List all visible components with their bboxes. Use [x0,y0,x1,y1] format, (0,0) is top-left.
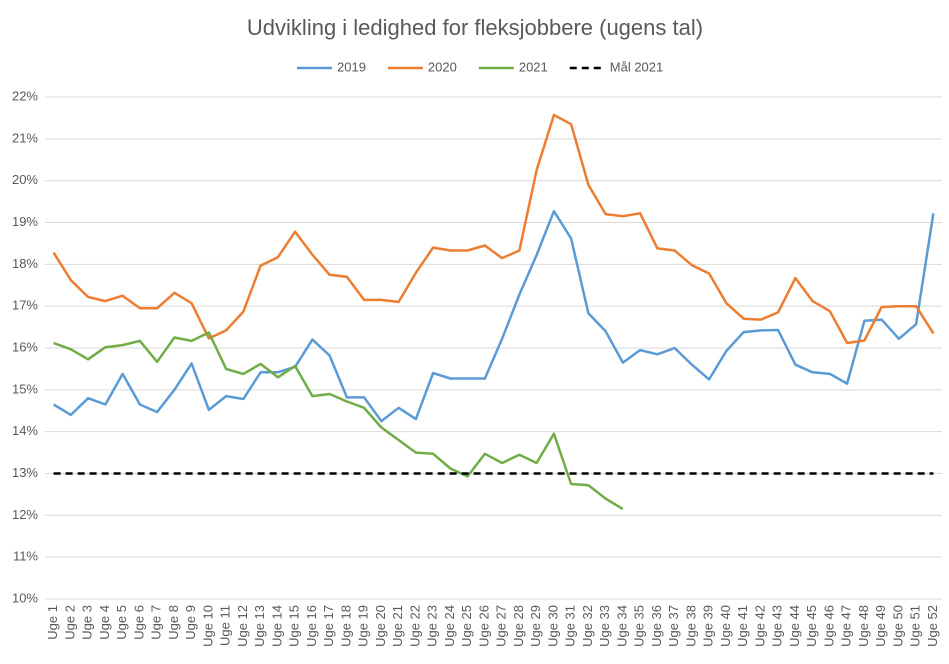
x-tick-label: Uge 42 [752,605,767,647]
x-tick-label: Uge 28 [511,605,526,647]
y-tick-label: 15% [12,381,38,396]
x-tick-label: Uge 24 [442,605,457,647]
x-tick-label: Uge 8 [166,605,181,640]
x-tick-label: Uge 20 [373,605,388,647]
x-tick-label: Uge 34 [614,605,629,647]
legend-label: Mål 2021 [610,59,663,74]
x-tick-label: Uge 44 [787,605,802,647]
x-tick-label: Uge 35 [632,605,647,647]
x-tick-label: Uge 2 [62,605,77,640]
series-line [52,113,935,345]
x-tick-label: Uge 51 [908,605,923,647]
chart-title: Udvikling i ledighed for fleksjobbere (u… [247,15,703,40]
x-tick-label: Uge 30 [545,605,560,647]
x-tick-label: Uge 39 [701,605,716,647]
x-tick-label: Uge 16 [304,605,319,647]
legend-label: 2019 [337,59,366,74]
x-tick-label: Uge 29 [528,605,543,647]
x-tick-label: Uge 33 [597,605,612,647]
x-tick-label: Uge 18 [338,605,353,647]
x-tick-label: Uge 14 [269,605,284,647]
x-tick-label: Uge 48 [856,605,871,647]
x-tick-label: Uge 37 [666,605,681,647]
x-tick-label: Uge 40 [718,605,733,647]
x-tick-label: Uge 13 [252,605,267,647]
x-tick-label: Uge 3 [80,605,95,640]
x-tick-label: Uge 36 [649,605,664,647]
y-tick-label: 19% [12,214,38,229]
y-tick-label: 11% [13,549,38,564]
x-tick-label: Uge 50 [890,605,905,647]
x-tick-label: Uge 32 [580,605,595,647]
x-tick-label: Uge 15 [287,605,302,647]
x-tick-label: Uge 52 [925,605,940,647]
x-tick-label: Uge 23 [425,605,440,647]
x-tick-label: Uge 5 [114,605,129,640]
x-tick-label: Uge 49 [873,605,888,647]
x-tick-label: Uge 31 [563,605,578,647]
x-tick-label: Uge 12 [235,605,250,647]
x-tick-label: Uge 17 [321,605,336,647]
x-tick-label: Uge 25 [459,605,474,647]
y-tick-label: 17% [12,298,38,313]
legend-label: 2020 [428,59,457,74]
x-tick-label: Uge 45 [804,605,819,647]
y-tick-label: 16% [12,339,38,354]
y-tick-label: 21% [12,130,38,145]
series-line [53,331,624,511]
x-tick-label: Uge 22 [407,605,422,647]
x-tick-label: Uge 19 [356,605,371,647]
x-tick-label: Uge 46 [821,605,836,647]
x-tick-label: Uge 7 [149,605,164,640]
y-tick-label: 14% [12,423,38,438]
x-tick-label: Uge 10 [200,605,215,647]
x-tick-label: Uge 1 [45,605,60,640]
y-tick-label: 20% [12,172,38,187]
legend-label: 2021 [519,59,548,74]
y-tick-label: 18% [12,256,38,271]
x-tick-label: Uge 9 [183,605,198,640]
x-tick-label: Uge 4 [97,605,112,640]
x-tick-label: Uge 38 [683,605,698,647]
x-tick-label: Uge 43 [770,605,785,647]
y-tick-label: 22% [12,88,38,103]
series-line [52,209,935,423]
y-tick-label: 13% [12,465,38,480]
x-tick-label: Uge 11 [218,605,233,646]
x-tick-label: Uge 6 [131,605,146,640]
y-tick-label: 12% [12,507,38,522]
y-tick-label: 10% [12,590,38,605]
x-tick-label: Uge 47 [839,605,854,647]
x-tick-label: Uge 26 [476,605,491,647]
x-tick-label: Uge 21 [390,605,405,647]
x-tick-label: Uge 27 [494,605,509,647]
x-tick-label: Uge 41 [735,605,750,647]
